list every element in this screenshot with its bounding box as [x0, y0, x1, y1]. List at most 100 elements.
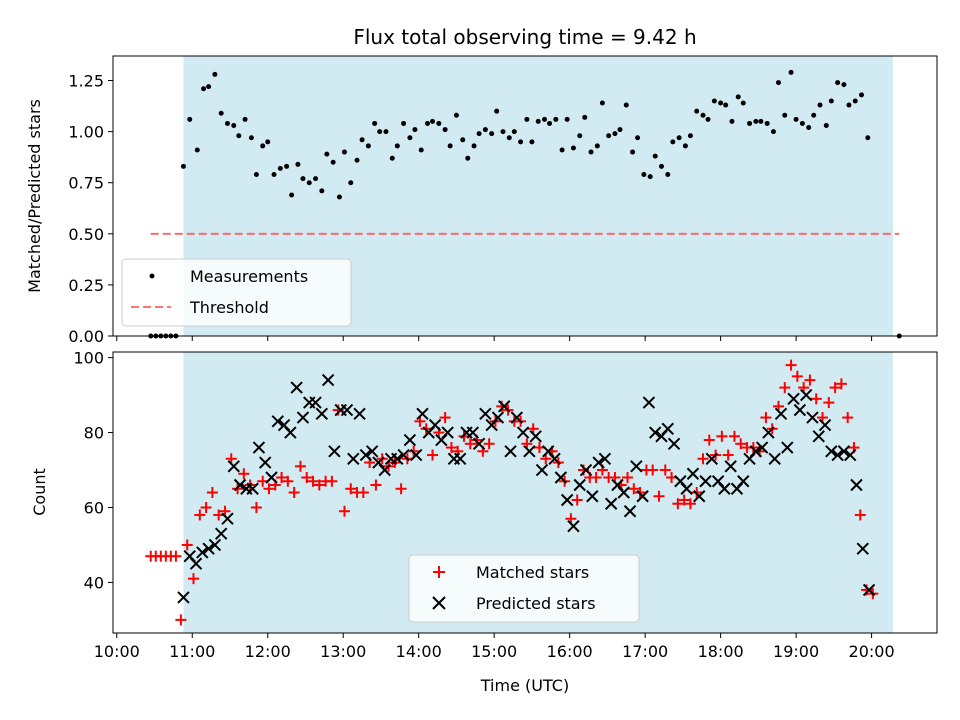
predicted-star-point	[737, 475, 750, 488]
predicted-star-point	[290, 381, 303, 394]
measurement-point	[330, 159, 336, 165]
x-b	[202, 542, 215, 555]
measurement-point	[253, 172, 259, 178]
matched-star-point	[294, 460, 306, 472]
matched-star-point	[672, 498, 684, 510]
x-b	[454, 452, 467, 465]
x-b	[611, 478, 624, 492]
x-b	[693, 490, 706, 503]
matched-star-point	[427, 449, 439, 461]
predicted-star-point	[781, 441, 794, 454]
predicted-star-point	[604, 497, 618, 510]
bottom-y-ticks: 40 60 80 100	[73, 349, 113, 592]
top-y-tick-label: 0.25	[68, 276, 104, 295]
predicted-star-point	[491, 411, 505, 424]
predicted-star-point	[409, 448, 423, 462]
matched-star-point	[804, 374, 816, 386]
x-b	[208, 538, 222, 552]
predicted-star-point	[479, 407, 492, 421]
x-b	[296, 411, 310, 424]
predicted-star-point	[812, 430, 825, 443]
matched-star-point	[684, 498, 696, 510]
legend-predicted-label: Predicted stars	[476, 594, 596, 613]
x-b	[340, 403, 354, 417]
measurement-point	[412, 127, 418, 133]
predicted-star-point	[617, 486, 630, 499]
predicted-star-point	[259, 456, 272, 469]
bottom-x-tick-label: 17:00	[622, 642, 668, 661]
x-b	[491, 411, 505, 424]
measurement-point	[194, 147, 200, 153]
predicted-star-point	[359, 448, 373, 462]
measurement-point	[559, 147, 565, 153]
x-b	[328, 445, 341, 458]
top-y-tick-label: 0.75	[68, 174, 104, 193]
measurement-point	[383, 129, 389, 135]
predicted-star-point	[403, 433, 417, 447]
x-b	[560, 493, 574, 507]
bottom-legend: Matched stars Predicted stars	[408, 554, 640, 623]
x-b	[799, 388, 813, 402]
x-b	[567, 520, 580, 533]
matched-star-point	[307, 475, 319, 487]
predicted-star-point	[837, 445, 851, 458]
measurement-point	[670, 139, 676, 145]
predicted-star-point	[428, 418, 442, 432]
measurement-point	[735, 94, 741, 100]
measurement-point	[529, 139, 535, 145]
predicted-star-point	[686, 467, 700, 480]
legend-threshold-label: Threshold	[189, 298, 269, 317]
x-b	[397, 448, 410, 462]
x-b	[177, 591, 190, 604]
bottom-x-tick-label: 15:00	[471, 642, 517, 661]
measurement-point	[201, 86, 207, 92]
measurement-point	[511, 129, 517, 135]
predicted-star-point	[831, 448, 844, 462]
bottom-x-tick-label: 13:00	[320, 642, 366, 661]
measurement-point	[295, 161, 301, 167]
measurement-point	[336, 194, 342, 200]
x-b	[233, 478, 247, 492]
predicted-star-point	[416, 407, 429, 421]
x-b	[359, 448, 373, 462]
predicted-star-point	[693, 490, 706, 503]
measurement-point	[647, 174, 653, 180]
x-b	[705, 452, 719, 465]
x-b	[523, 445, 536, 458]
x-b	[259, 456, 272, 469]
measurement-point	[359, 137, 365, 143]
predicted-star-point	[705, 452, 719, 465]
top-y-tick-label: 0.00	[68, 327, 104, 346]
x-b	[648, 426, 662, 439]
x-b	[630, 460, 643, 473]
matched-star-point	[238, 468, 250, 480]
x-b	[542, 445, 555, 458]
top-y-tick-label: 1.25	[68, 72, 104, 91]
measurement-point	[753, 118, 759, 124]
predicted-star-point	[189, 557, 203, 570]
measurement-point	[187, 116, 193, 122]
matched-star-point	[250, 501, 262, 513]
x-b	[479, 407, 492, 421]
x-b	[214, 527, 228, 540]
measurement-point	[260, 143, 266, 149]
measurement-point	[718, 100, 724, 106]
matched-star-point	[170, 550, 182, 562]
predicted-star-point	[321, 373, 335, 387]
predicted-star-point	[806, 411, 819, 424]
x-b	[636, 490, 649, 503]
predicted-star-point	[441, 426, 454, 439]
x-b	[321, 373, 335, 387]
measurement-point	[242, 116, 248, 122]
measurement-point	[425, 120, 431, 126]
x-b	[409, 448, 423, 462]
x-b	[246, 482, 259, 495]
bottom-panel: 40 60 80 100 10:00 11:00 12:00 13:00 14:00 15:00…	[30, 349, 938, 695]
matched-star-point	[722, 449, 734, 461]
measurement-point	[564, 116, 570, 122]
measurement-point	[365, 143, 371, 149]
predicted-star-point	[265, 471, 278, 484]
predicted-star-point	[378, 463, 391, 477]
predicted-star-point	[755, 441, 769, 454]
x-b	[737, 475, 750, 488]
